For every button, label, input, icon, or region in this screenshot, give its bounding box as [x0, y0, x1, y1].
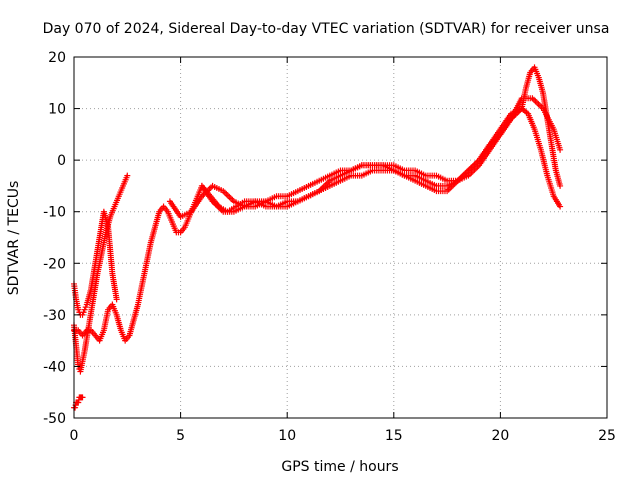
grid-layer [74, 57, 607, 418]
series-track-a [71, 172, 131, 375]
plot-frame [73, 56, 608, 419]
y-tick-label: 20 [48, 50, 66, 66]
series-track-b [71, 394, 86, 411]
y-tick-label: -40 [43, 359, 66, 375]
y-tick-label: 0 [57, 153, 66, 169]
points-layer [71, 64, 564, 411]
series-track-f [198, 95, 564, 215]
series-track-e [166, 64, 564, 220]
x-axis-label: GPS time / hours [281, 459, 398, 475]
x-tick-label: 0 [70, 428, 79, 444]
y-tick-label: -50 [43, 411, 66, 427]
y-tick-label: 10 [48, 102, 66, 118]
series-track-d [71, 105, 564, 344]
data-point [557, 146, 564, 153]
y-axis-label: SDTVAR / TECUs [6, 181, 22, 296]
data-point [557, 203, 564, 210]
data-point [113, 296, 120, 303]
ticks-layer: 0 5 10 15 20 25 -50 -40 -30 -20 -10 0 10 20 [43, 50, 616, 444]
chart-title: Day 070 of 2024, Sidereal Day-to-day VTE… [43, 21, 610, 37]
y-tick-label: -10 [43, 205, 66, 221]
x-tick-label: 20 [491, 428, 509, 444]
data-point [79, 394, 86, 401]
x-tick-label: 15 [385, 428, 403, 444]
data-point [124, 172, 131, 179]
series-track-c [71, 208, 120, 318]
data-point [557, 182, 564, 189]
x-tick-label: 25 [598, 428, 616, 444]
y-tick-label: -20 [43, 256, 66, 272]
y-tick-label: -30 [43, 308, 66, 324]
x-tick-label: 10 [278, 428, 296, 444]
x-tick-label: 5 [176, 428, 185, 444]
